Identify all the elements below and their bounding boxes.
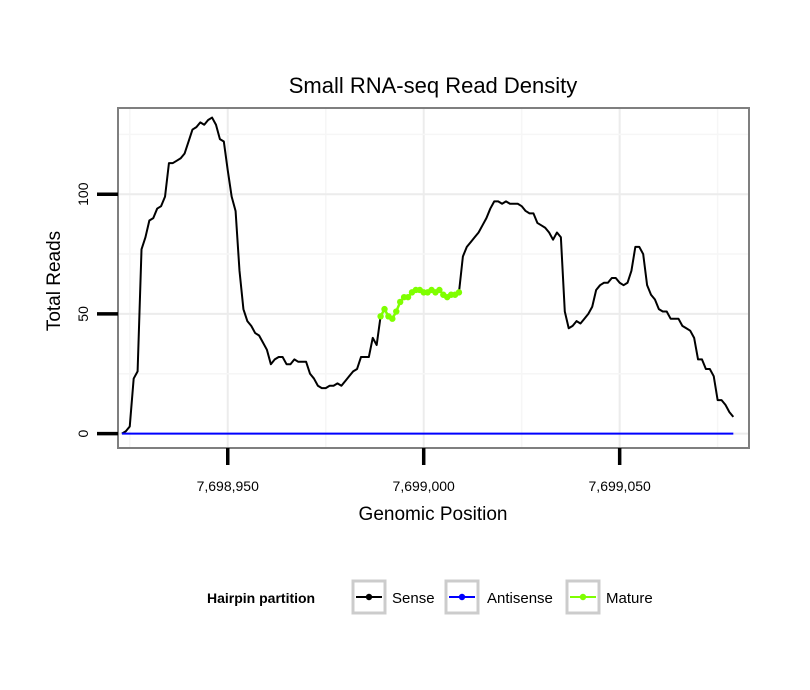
mature-point xyxy=(381,305,388,313)
mature-point xyxy=(396,298,404,306)
legend-key-point xyxy=(579,593,587,601)
x-tick-label: 7,698,950 xyxy=(197,478,259,494)
legend: Hairpin partition Sense Antisense Mature xyxy=(207,579,653,615)
legend-label: Mature xyxy=(606,590,653,607)
mature-point xyxy=(389,315,396,322)
x-axis-title: Genomic Position xyxy=(359,504,508,525)
x-tick-label: 7,699,050 xyxy=(589,478,651,494)
mature-point xyxy=(436,286,443,294)
x-axis: 7,698,950 7,699,000 7,699,050 xyxy=(197,448,651,494)
x-tick-label: 7,699,000 xyxy=(393,478,455,494)
y-tick-label: 50 xyxy=(75,306,91,322)
legend-title: Hairpin partition xyxy=(207,590,315,606)
y-tick-label: 100 xyxy=(75,182,91,206)
mature-point xyxy=(377,313,384,320)
grid xyxy=(118,108,749,448)
legend-label: Antisense xyxy=(487,590,553,607)
series-group xyxy=(121,116,735,435)
y-axis-title: Total Reads xyxy=(44,231,65,331)
mature-point xyxy=(455,289,463,296)
y-axis: 0 50 100 xyxy=(75,182,118,438)
series-line-sense xyxy=(457,200,735,418)
mature-point xyxy=(393,308,400,315)
mature-point xyxy=(404,293,412,301)
legend-key-point xyxy=(458,593,466,601)
series-line-sense xyxy=(121,116,382,435)
legend-key-point xyxy=(365,593,373,601)
chart-title: Small RNA-seq Read Density xyxy=(289,73,578,98)
y-tick-label: 0 xyxy=(75,430,91,438)
plot-panel-border xyxy=(117,107,750,449)
legend-label: Sense xyxy=(392,590,435,607)
